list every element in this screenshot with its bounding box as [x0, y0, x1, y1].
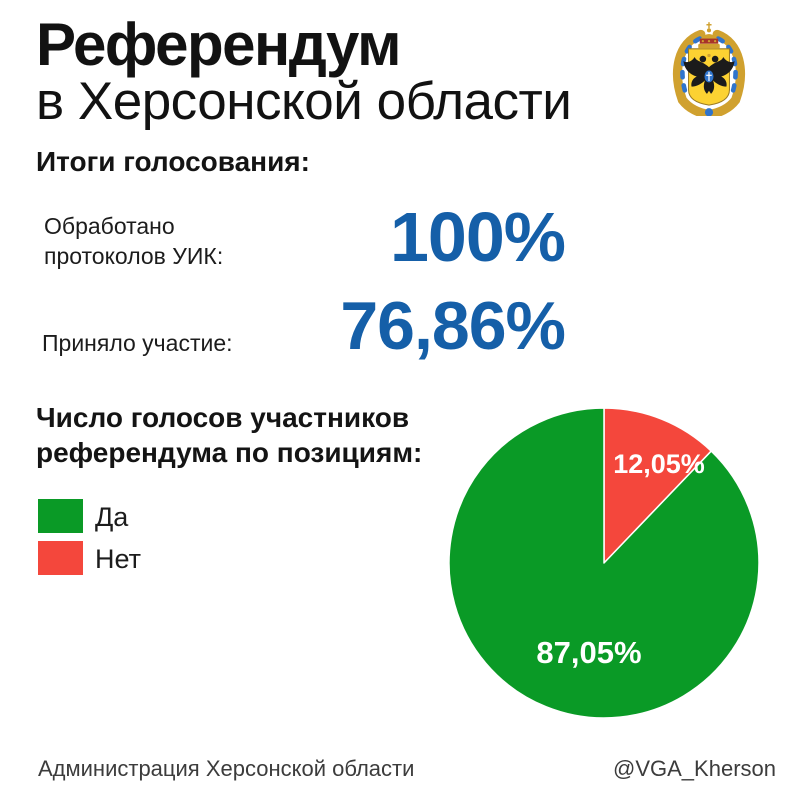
kherson-coat-of-arms-icon: [666, 14, 752, 119]
legend-swatch-no: [38, 541, 83, 575]
turnout-value: 76,86%: [340, 288, 566, 364]
poster-title: Референдум: [36, 11, 402, 78]
pie-label-no: 12,05%: [613, 449, 705, 479]
footer-social-handle: @VGA_Kherson: [613, 756, 776, 781]
coat-of-arms-eagle: [683, 53, 735, 94]
processed-protocols-label-line2: протоколов УИК:: [44, 243, 224, 269]
pie-slice-yes: [448, 407, 760, 719]
poster-subtitle: в Херсонской области: [36, 72, 572, 131]
coat-of-arms-crown: [698, 22, 720, 49]
legend-label-yes: Да: [95, 502, 129, 532]
pie-chart-svg: [448, 407, 760, 719]
legend-label-no: Нет: [95, 544, 141, 574]
processed-protocols-label: Обработано протоколов УИК:: [44, 211, 223, 271]
coat-of-arms-wreath: [672, 29, 745, 119]
processed-protocols-label-line1: Обработано: [44, 213, 175, 239]
results-heading: Итоги голосования:: [36, 146, 310, 177]
turnout-label: Приняло участие:: [42, 330, 233, 356]
pie-chart: 12,05% 87,05%: [444, 403, 764, 723]
chart-heading-line1: Число голосов участников: [36, 402, 410, 433]
chart-heading: Число голосов участников референдума по …: [36, 400, 422, 470]
pie-slice-no: [603, 407, 712, 564]
footer-attribution: Администрация Херсонской области: [38, 756, 415, 781]
chart-heading-line2: референдума по позициям:: [36, 437, 423, 468]
processed-protocols-value: 100%: [389, 198, 566, 276]
legend-swatch-yes: [38, 499, 83, 533]
pie-label-yes: 87,05%: [536, 635, 642, 670]
